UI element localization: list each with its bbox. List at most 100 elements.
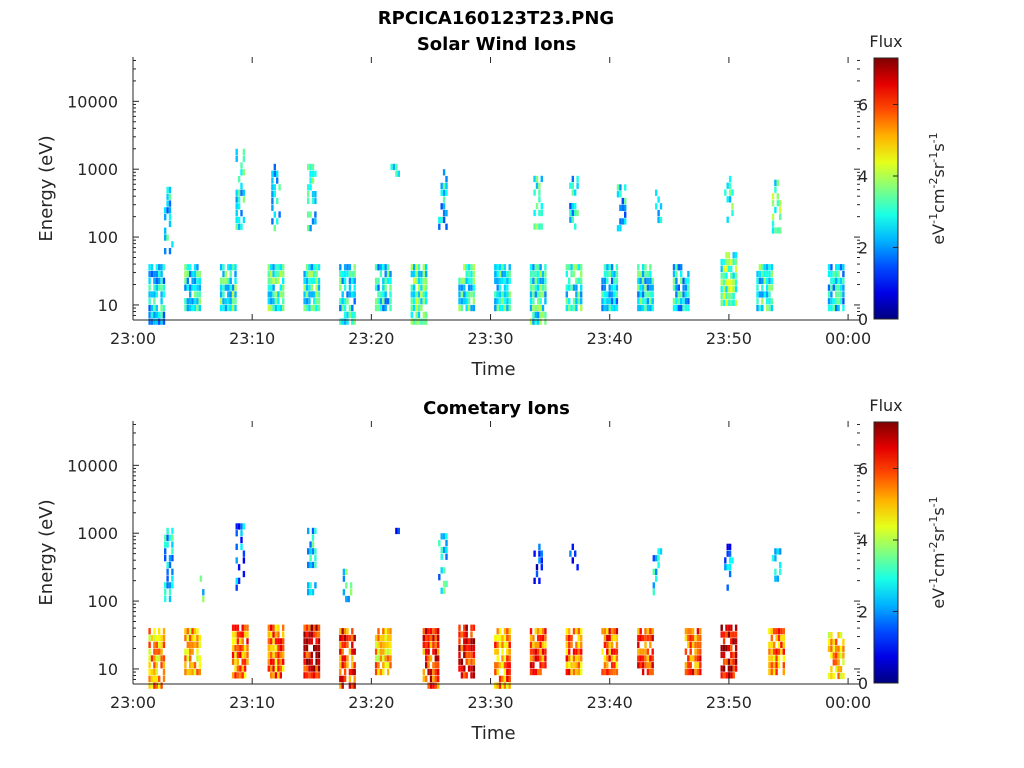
heatmap-cell bbox=[239, 651, 242, 659]
heatmap-cell bbox=[641, 668, 645, 676]
heatmap-cell bbox=[498, 675, 502, 682]
x-tick-label: 23:40 bbox=[587, 693, 633, 712]
heatmap-cell bbox=[270, 291, 273, 298]
heatmap-cell bbox=[470, 672, 473, 679]
heatmap-cell bbox=[382, 628, 385, 635]
heatmap-cell bbox=[171, 534, 174, 541]
heatmap-cell bbox=[270, 624, 273, 631]
heatmap-cell bbox=[532, 634, 535, 642]
y-tick-label: 100 bbox=[87, 592, 118, 611]
heatmap-cell bbox=[699, 662, 702, 669]
heatmap-cell bbox=[842, 284, 845, 291]
heatmap-cell bbox=[540, 209, 543, 217]
heatmap-cell bbox=[613, 284, 616, 291]
heatmap-cell bbox=[574, 550, 577, 557]
heatmap-cell bbox=[470, 645, 473, 652]
heatmap-cell bbox=[279, 645, 282, 652]
heatmap-cell bbox=[270, 277, 273, 284]
heatmap-cell bbox=[677, 304, 680, 312]
heatmap-cell bbox=[413, 277, 416, 284]
heatmap-cell bbox=[644, 298, 647, 305]
heatmap-cell bbox=[231, 645, 235, 652]
heatmap-cell bbox=[651, 628, 654, 635]
heatmap-cell bbox=[440, 203, 443, 210]
heatmap-cell bbox=[193, 304, 197, 312]
heatmap-cell bbox=[377, 634, 380, 642]
heatmap-cell bbox=[726, 196, 729, 203]
heatmap-cell bbox=[572, 270, 576, 278]
heatmap-cell bbox=[272, 631, 275, 638]
heatmap-cell bbox=[379, 668, 383, 676]
heatmap-cell bbox=[470, 631, 473, 638]
heatmap-cell bbox=[274, 665, 278, 672]
heatmap-cell bbox=[832, 638, 835, 646]
heatmap-cell bbox=[575, 628, 578, 635]
heatmap-cell bbox=[763, 270, 766, 278]
heatmap-cell bbox=[425, 311, 428, 318]
heatmap-cell bbox=[422, 298, 425, 305]
heatmap-cell bbox=[472, 304, 476, 312]
heatmap-cell bbox=[186, 304, 189, 312]
heatmap-cell bbox=[158, 634, 161, 642]
heatmap-cell bbox=[565, 648, 568, 655]
heatmap-cell bbox=[532, 641, 535, 648]
colorbar-tick-label: 2 bbox=[858, 602, 868, 621]
heatmap-cell bbox=[389, 270, 392, 278]
heatmap-cell bbox=[166, 568, 169, 575]
heatmap-cell bbox=[652, 568, 655, 575]
heatmap-cell bbox=[384, 291, 387, 298]
heatmap-cell bbox=[572, 298, 576, 305]
heatmap-cell bbox=[732, 252, 735, 259]
heatmap-cell bbox=[389, 304, 392, 312]
heatmap-cell bbox=[164, 582, 167, 589]
heatmap-cell bbox=[158, 277, 161, 284]
heatmap-cell bbox=[458, 631, 461, 638]
heatmap-cell bbox=[219, 304, 223, 312]
heatmap-cell bbox=[463, 298, 466, 305]
heatmap-cell bbox=[166, 207, 169, 214]
heatmap-cell bbox=[342, 575, 346, 582]
heatmap-cell bbox=[539, 648, 542, 655]
heatmap-cell bbox=[616, 191, 620, 198]
heatmap-cell bbox=[348, 668, 352, 676]
heatmap-cell bbox=[727, 624, 731, 631]
heatmap-cell bbox=[148, 298, 151, 305]
heatmap-cell bbox=[687, 291, 690, 298]
heatmap-cell bbox=[314, 191, 317, 198]
heatmap-cell bbox=[501, 682, 504, 689]
heatmap-cell bbox=[644, 304, 647, 312]
heatmap-cell bbox=[160, 284, 163, 291]
heatmap-cell bbox=[727, 265, 731, 272]
heatmap-cell bbox=[231, 672, 235, 679]
heatmap-cell bbox=[570, 662, 573, 669]
colorbar-tick-label: 0 bbox=[858, 674, 868, 693]
heatmap-cell bbox=[508, 628, 511, 635]
heatmap-cell bbox=[532, 318, 535, 325]
heatmap-cell bbox=[580, 291, 583, 298]
heatmap-cell bbox=[540, 203, 543, 210]
heatmap-cell bbox=[732, 286, 735, 293]
heatmap-cell bbox=[377, 277, 380, 284]
heatmap-cell bbox=[720, 258, 723, 266]
heatmap-cell bbox=[529, 628, 533, 635]
heatmap-cell bbox=[470, 291, 473, 298]
heatmap-cell bbox=[641, 655, 645, 662]
heatmap-cell bbox=[282, 651, 285, 659]
heatmap-cell bbox=[148, 628, 151, 635]
heatmap-cell bbox=[224, 304, 228, 312]
heatmap-cell bbox=[155, 264, 158, 271]
heatmap-cell bbox=[160, 634, 163, 642]
heatmap-cell bbox=[637, 284, 640, 291]
heatmap-cell bbox=[837, 632, 840, 639]
heatmap-cell bbox=[734, 665, 738, 672]
heatmap-cell bbox=[343, 668, 347, 676]
heatmap-cell bbox=[343, 311, 347, 318]
heatmap-cell bbox=[440, 182, 443, 190]
heatmap-cell bbox=[235, 577, 238, 584]
heatmap-cell bbox=[568, 641, 571, 648]
heatmap-cell bbox=[305, 277, 309, 284]
heatmap-cell bbox=[734, 631, 738, 638]
heatmap-cell bbox=[603, 298, 607, 305]
heatmap-cell bbox=[725, 279, 728, 286]
heatmap-cell bbox=[830, 632, 833, 639]
